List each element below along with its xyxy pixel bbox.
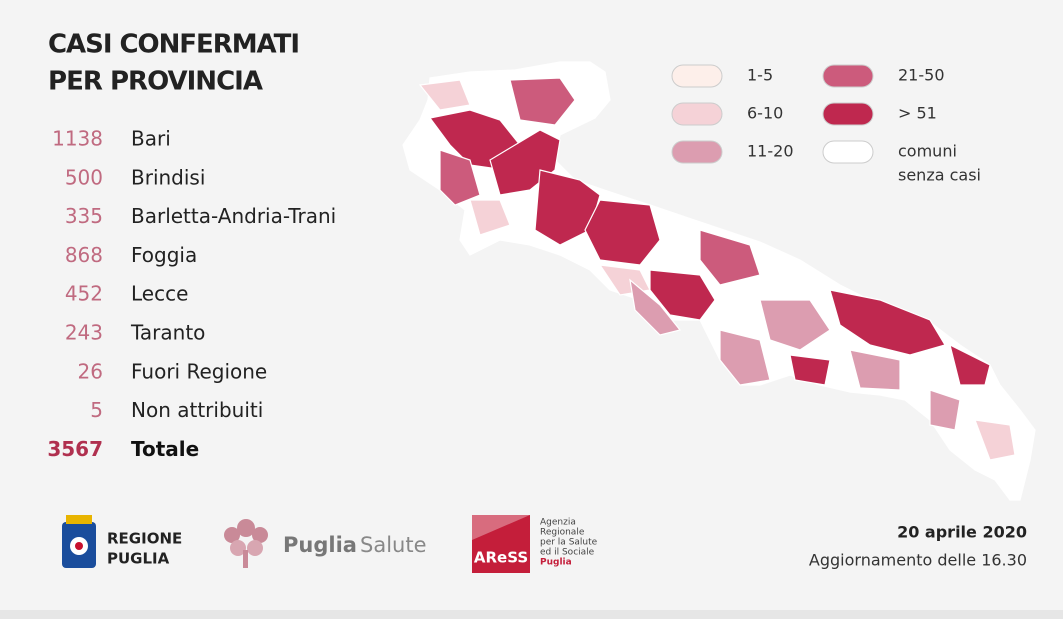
legend-swatch bbox=[822, 140, 874, 164]
municipality bbox=[789, 354, 831, 386]
count: 26 bbox=[78, 359, 103, 383]
province-list: 1138 Bari 500 Brindisi 335 Barletta-Andria-Tr… bbox=[47, 127, 336, 461]
logo-puglia-salute: Puglia Salute bbox=[224, 519, 427, 568]
province-name: Foggia bbox=[131, 243, 197, 267]
logo-text: Puglia bbox=[283, 533, 357, 557]
municipality bbox=[418, 79, 471, 111]
logo-text: Regionale bbox=[540, 528, 585, 538]
province-name: Taranto bbox=[130, 321, 205, 345]
total-count: 3567 bbox=[47, 437, 103, 461]
province-name: Fuori Regione bbox=[131, 359, 267, 383]
count: 1138 bbox=[52, 127, 103, 151]
update-time: Aggiornamento delle 16.30 bbox=[809, 551, 1027, 570]
logo-text: ed il Sociale bbox=[540, 548, 595, 558]
municipality bbox=[509, 77, 576, 126]
logo-text: Puglia bbox=[540, 558, 572, 568]
municipality bbox=[469, 199, 511, 236]
logo-text: Agenzia bbox=[540, 518, 576, 528]
municipality bbox=[629, 278, 682, 336]
logo-ares: AReSS Agenzia Regionale per la Salute ed… bbox=[472, 515, 598, 573]
legend-label: comuni bbox=[898, 142, 957, 161]
count: 243 bbox=[65, 321, 103, 345]
title-line: PER PROVINCIA bbox=[48, 67, 263, 97]
date: 20 aprile 2020 bbox=[897, 523, 1027, 542]
municipality bbox=[584, 199, 661, 266]
logo-text: REGIONE bbox=[107, 530, 182, 548]
legend: 1-5 6-10 11-20 21-50 > 51 comuni senza casi bbox=[671, 64, 981, 185]
municipality bbox=[929, 389, 961, 431]
legend-swatch bbox=[671, 140, 723, 164]
municipality bbox=[719, 329, 771, 386]
total-label: Totale bbox=[131, 437, 199, 461]
province-name: Lecce bbox=[131, 282, 188, 306]
legend-label: 6-10 bbox=[747, 104, 783, 123]
municipality bbox=[439, 149, 481, 206]
title-line: CASI CONFERMATI bbox=[48, 30, 300, 60]
legend-swatch bbox=[671, 64, 723, 88]
municipality bbox=[649, 269, 716, 321]
count: 335 bbox=[65, 204, 103, 228]
legend-swatch bbox=[822, 102, 874, 126]
municipality bbox=[759, 299, 831, 351]
map bbox=[402, 61, 1036, 501]
municipality bbox=[829, 289, 946, 356]
legend-label: > 51 bbox=[898, 104, 937, 123]
municipality bbox=[949, 343, 991, 386]
bottom-strip bbox=[0, 610, 1063, 619]
legend-swatch bbox=[822, 64, 874, 88]
province-name: Non attribuiti bbox=[131, 398, 263, 422]
legend-swatch bbox=[671, 102, 723, 126]
count: 500 bbox=[65, 165, 103, 189]
logo-text: Salute bbox=[360, 533, 427, 557]
municipality bbox=[974, 419, 1016, 461]
logo-regione: REGIONE PUGLIA bbox=[62, 515, 182, 568]
municipality bbox=[849, 349, 901, 391]
logo-text: PUGLIA bbox=[107, 550, 170, 568]
legend-label: 1-5 bbox=[747, 66, 773, 85]
province-name: Bari bbox=[131, 127, 171, 151]
legend-label: 21-50 bbox=[898, 66, 945, 85]
municipality bbox=[699, 229, 761, 286]
province-name: Barletta-Andria-Trani bbox=[131, 204, 336, 228]
province-name: Brindisi bbox=[131, 165, 205, 189]
logo-text: per la Salute bbox=[540, 538, 598, 548]
count: 452 bbox=[65, 282, 103, 306]
count: 868 bbox=[65, 243, 103, 267]
legend-label: 11-20 bbox=[747, 142, 794, 161]
legend-label: senza casi bbox=[898, 166, 981, 185]
logo-text: AReSS bbox=[474, 549, 528, 567]
count: 5 bbox=[90, 398, 103, 422]
